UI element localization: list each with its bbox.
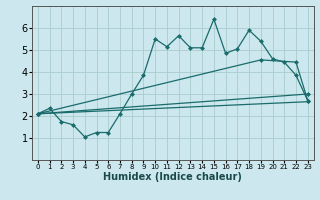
X-axis label: Humidex (Indice chaleur): Humidex (Indice chaleur) bbox=[103, 172, 242, 182]
